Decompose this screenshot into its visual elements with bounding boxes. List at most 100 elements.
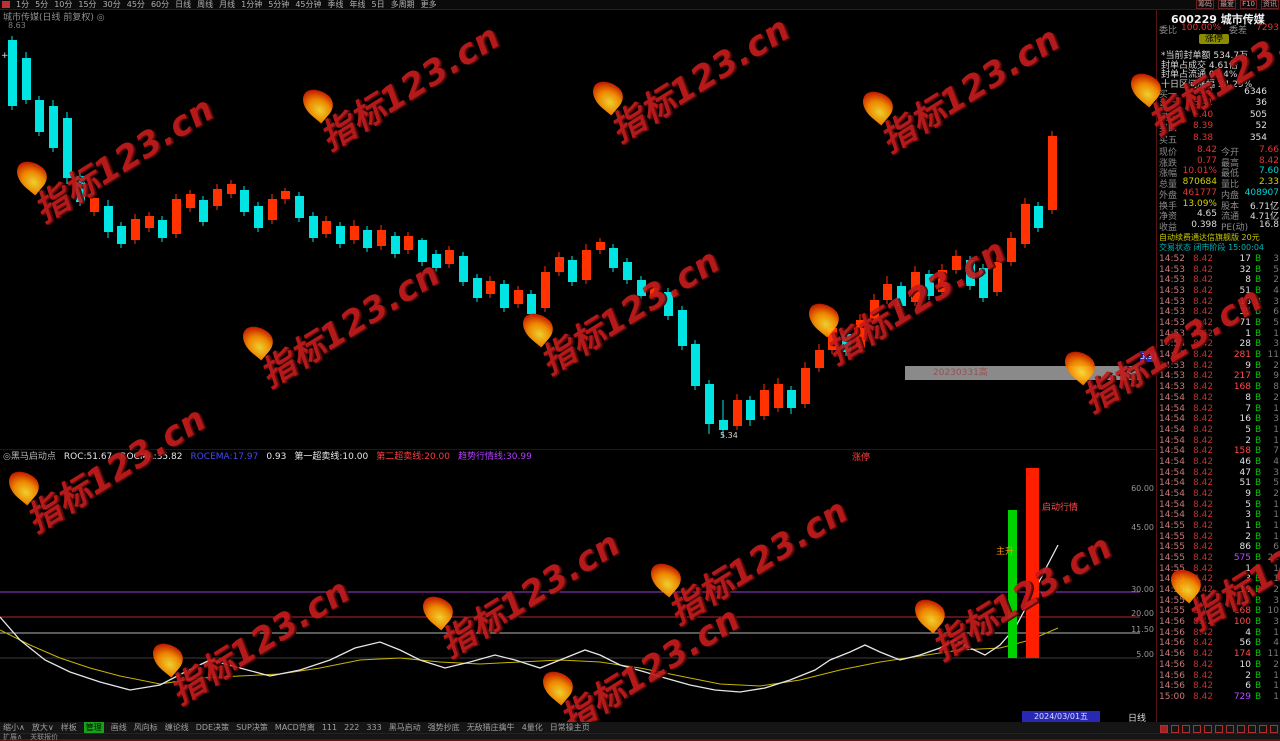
stat-label-现价: 现价 <box>1159 148 1178 158</box>
period-tab-0[interactable]: 1分 <box>16 0 30 9</box>
topbar-tool-1[interactable]: 最爱 <box>1218 0 1237 9</box>
tape-price: 8.42 <box>1193 318 1214 329</box>
period-tab-3[interactable]: 15分 <box>78 0 97 9</box>
period-tab-9[interactable]: 月线 <box>219 0 236 9</box>
toolbar-tab-8[interactable]: SUP决策 <box>236 723 268 732</box>
toolbar2-tab-1[interactable]: 关联报价 <box>30 733 59 741</box>
tape-buy-flag: B <box>1255 627 1262 638</box>
tape-buy-flag: B <box>1255 275 1262 286</box>
tape-count: 1 <box>1273 574 1279 585</box>
toolbar-tab-0[interactable]: 缩小∧ <box>3 723 25 732</box>
toolbar-tab-13[interactable]: 黑马启动 <box>388 723 421 732</box>
market-status-box-9[interactable] <box>1259 725 1267 733</box>
toolbar-tab-6[interactable]: 缠论线 <box>164 723 189 732</box>
tape-volume: 9 <box>1245 360 1251 371</box>
tape-count: 2 <box>1273 392 1279 403</box>
toolbar-tab-12[interactable]: 333 <box>366 723 382 732</box>
toolbar-tab-4[interactable]: 画线 <box>110 723 127 732</box>
period-tab-5[interactable]: 45分 <box>126 0 145 9</box>
period-tab-16[interactable]: 多周期 <box>390 0 415 9</box>
tape-time: 14:53 <box>1159 264 1185 275</box>
market-status-box-4[interactable] <box>1204 725 1212 733</box>
tape-buy-flag: B <box>1255 574 1262 585</box>
tape-price: 8.42 <box>1193 670 1214 681</box>
period-tab-6[interactable]: 60分 <box>150 0 170 9</box>
period-tab-8[interactable]: 周线 <box>197 0 214 9</box>
candle <box>432 250 441 272</box>
toolbar-tab-9[interactable]: MACD背离 <box>274 723 315 732</box>
toolbar-tab-17[interactable]: 日常操主页 <box>549 723 590 732</box>
market-status-box-0[interactable] <box>1160 725 1168 733</box>
tape-count: 5 <box>1273 478 1279 489</box>
subscription-ad-line[interactable]: 自动续费通达信旗舰版 20元 <box>1159 233 1260 242</box>
tape-buy-flag: B <box>1255 691 1262 702</box>
tape-buy-flag: B <box>1255 446 1262 457</box>
tape-volume: 12 <box>1239 595 1251 606</box>
period-tab-10[interactable]: 1分钟 <box>241 0 263 9</box>
topbar-tool-3[interactable]: 资讯 <box>1261 0 1279 9</box>
tape-price: 8.42 <box>1193 606 1214 617</box>
indicator-label-row: ◎黑马启动点 ROC:51.67 ROCMA:35.82 ROCEMA:17.97 0.… <box>0 449 1158 465</box>
stat-value-最高: 8.42 <box>1258 155 1279 166</box>
toolbar-tab-7[interactable]: DDE决策 <box>195 723 230 732</box>
toolbar-tab-3[interactable]: 管理 <box>83 722 104 733</box>
market-status-box-8[interactable] <box>1248 725 1256 733</box>
period-tab-13[interactable]: 季线 <box>327 0 344 9</box>
candle <box>609 244 618 272</box>
period-label: 日线 <box>1128 714 1147 724</box>
tape-time: 14:56 <box>1159 670 1185 681</box>
period-tab-4[interactable]: 30分 <box>102 0 121 9</box>
stat-label-最高: 最高 <box>1221 158 1240 169</box>
period-tab-2[interactable]: 10分 <box>54 0 73 9</box>
tape-price: 8.42 <box>1193 350 1214 361</box>
tape-buy-flag: B <box>1255 670 1262 681</box>
candle <box>582 244 591 284</box>
red-signal-bar <box>1026 468 1039 658</box>
market-status-box-10[interactable] <box>1270 725 1278 733</box>
candle <box>158 216 167 242</box>
period-tab-15[interactable]: 5日 <box>371 0 385 9</box>
period-tab-11[interactable]: 5分钟 <box>268 0 290 9</box>
toolbar-tab-2[interactable]: 样板 <box>60 723 77 732</box>
toolbar-tab-5[interactable]: 风向标 <box>133 723 158 732</box>
market-status-box-2[interactable] <box>1182 725 1190 733</box>
period-tab-7[interactable]: 日线 <box>175 0 192 9</box>
period-tab-17[interactable]: 更多 <box>420 0 437 9</box>
tape-buy-flag: B <box>1255 318 1262 329</box>
tape-count: 1 <box>1273 681 1279 692</box>
market-status-box-1[interactable] <box>1171 725 1179 733</box>
drawn-rectangle[interactable]: 20230331高 <box>905 366 1141 380</box>
tape-buy-flag: B <box>1255 563 1262 574</box>
crosshair-date-label: 2024/03/01五 <box>1022 711 1100 722</box>
tape-time: 14:54 <box>1159 467 1185 478</box>
period-tab-14[interactable]: 年线 <box>349 0 366 9</box>
market-status-box-6[interactable] <box>1226 725 1234 733</box>
candle <box>473 274 482 302</box>
tape-buy-flag: B <box>1255 392 1262 403</box>
period-tab-1[interactable]: 5分 <box>35 0 49 9</box>
market-status-box-3[interactable] <box>1193 725 1201 733</box>
topbar-tool-0[interactable]: 筹码 <box>1196 0 1215 9</box>
toolbar-tab-15[interactable]: 无敌猎庄擒牛 <box>466 723 515 732</box>
bid-price-2: 8.40 <box>1193 109 1214 120</box>
candle <box>911 266 920 306</box>
toolbar-tab-10[interactable]: 111 <box>321 723 338 732</box>
tape-time: 14:55 <box>1159 563 1185 574</box>
market-status-box-5[interactable] <box>1215 725 1223 733</box>
chart-price-label: 8.63 <box>8 21 26 30</box>
toolbar-tab-14[interactable]: 强势抄底 <box>427 723 460 732</box>
tape-count: 5 <box>1273 318 1279 329</box>
candle <box>281 188 290 204</box>
toolbar-tab-1[interactable]: 放大∨ <box>31 723 54 732</box>
tape-count: 1 <box>1273 328 1279 339</box>
toolbar2-tab-0[interactable]: 扩展∧ <box>3 733 23 741</box>
topbar-tool-2[interactable]: F10 <box>1240 0 1257 9</box>
period-tab-12[interactable]: 45分钟 <box>295 0 322 9</box>
tape-time: 14:53 <box>1159 328 1185 339</box>
tape-count: 3 <box>1273 467 1279 478</box>
toolbar-tab-11[interactable]: 222 <box>344 723 360 732</box>
toolbar-tab-16[interactable]: 4量化 <box>521 723 543 732</box>
tape-price: 8.42 <box>1193 296 1214 307</box>
stat-label-内盘: 内盘 <box>1221 190 1240 201</box>
market-status-box-7[interactable] <box>1237 725 1245 733</box>
